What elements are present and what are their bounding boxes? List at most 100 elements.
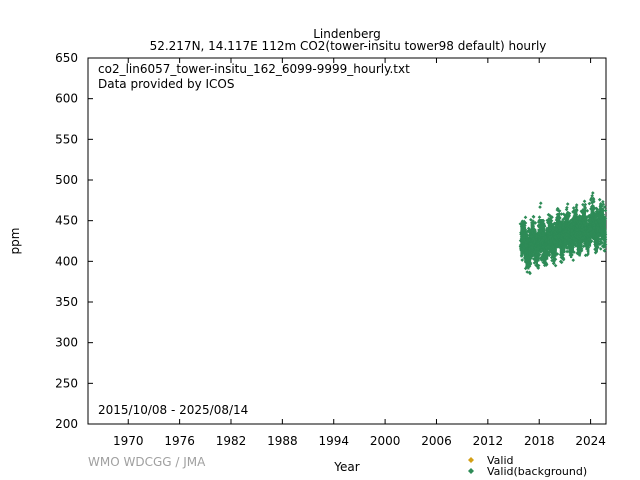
data-point [596, 213, 601, 217]
data-point [599, 225, 603, 229]
data-point [602, 205, 607, 209]
data-point [520, 258, 525, 262]
data-point [574, 234, 578, 239]
data-point [586, 243, 590, 247]
data-point [579, 209, 584, 214]
data-point [525, 270, 530, 274]
data-point [575, 228, 580, 233]
data-point [597, 197, 602, 202]
data-point [523, 221, 528, 225]
data-point [538, 224, 543, 229]
data-point [550, 215, 554, 220]
data-point [601, 236, 605, 240]
x-tick-label: 1976 [164, 434, 195, 448]
y-axis-label: ppm [8, 228, 22, 255]
x-tick-label: 1982 [216, 434, 247, 448]
data-point [528, 271, 532, 276]
data-point [567, 211, 572, 216]
data-point [524, 255, 528, 260]
data-point [575, 241, 579, 245]
legend-label-valid-background: Valid(background) [487, 465, 587, 478]
data-point [582, 211, 587, 215]
data-point [571, 206, 576, 210]
data-point [586, 245, 591, 250]
data-point [557, 216, 562, 220]
data-point [598, 247, 603, 251]
period-annotation: 2015/10/08 - 2025/08/14 [98, 403, 248, 417]
data-point [601, 223, 606, 228]
data-point [557, 209, 562, 213]
data-point [592, 223, 597, 228]
data-point [564, 207, 569, 212]
data-point [565, 205, 569, 210]
data-point [584, 237, 589, 241]
data-point [603, 208, 608, 213]
data-point [590, 217, 595, 222]
data-point [571, 224, 575, 229]
data-point [538, 205, 542, 209]
data-point [537, 219, 542, 224]
data-point [544, 261, 548, 265]
data-point [531, 237, 536, 241]
data-point [597, 215, 602, 220]
data-point [555, 252, 560, 256]
data-point [521, 237, 526, 241]
data-point [567, 224, 572, 229]
data-point [597, 217, 602, 222]
data-point [569, 218, 574, 222]
data-point [535, 259, 539, 264]
data-point [541, 245, 546, 249]
data-point [596, 228, 600, 233]
data-point [565, 246, 569, 251]
data-point [577, 221, 581, 226]
data-point [568, 237, 573, 242]
data-point [537, 224, 541, 228]
data-point [530, 243, 535, 248]
data-point [576, 233, 581, 237]
data-point [561, 256, 566, 260]
data-point [531, 219, 535, 223]
data-point [541, 257, 546, 261]
data-point [594, 236, 599, 240]
data-point [558, 228, 563, 233]
data-point [585, 253, 590, 257]
data-point [594, 239, 598, 244]
data-point [589, 198, 593, 202]
data-point [549, 218, 554, 223]
data-point [523, 240, 528, 244]
data-point [582, 236, 587, 241]
data-point [590, 200, 595, 204]
data-point [603, 228, 607, 232]
data-point [526, 251, 530, 256]
data-point [568, 219, 573, 223]
data-point [575, 230, 580, 235]
data-point [589, 239, 594, 243]
data-point [600, 226, 605, 230]
chart-station: Lindenberg [313, 27, 381, 41]
data-point [599, 204, 604, 209]
data-point [539, 248, 543, 253]
data-point [592, 212, 597, 216]
legend-marker-valid-background [468, 468, 474, 474]
data-point [537, 215, 542, 220]
data-point [559, 212, 564, 216]
data-point [598, 242, 602, 247]
data-point [579, 246, 583, 251]
data-point [579, 244, 584, 248]
data-point [530, 220, 534, 225]
data-point [582, 221, 586, 225]
data-point [555, 232, 559, 237]
data-point [529, 256, 533, 261]
data-point [533, 229, 537, 234]
data-point [564, 236, 569, 240]
data-point [599, 241, 603, 246]
data-point [522, 237, 527, 242]
data-point [527, 264, 532, 269]
data-point [533, 221, 538, 225]
credit-text: WMO WDCGG / JMA [88, 455, 206, 469]
data-point [585, 209, 590, 213]
y-tick-label: 250 [55, 376, 78, 390]
data-point [580, 236, 585, 241]
data-point [537, 229, 542, 233]
